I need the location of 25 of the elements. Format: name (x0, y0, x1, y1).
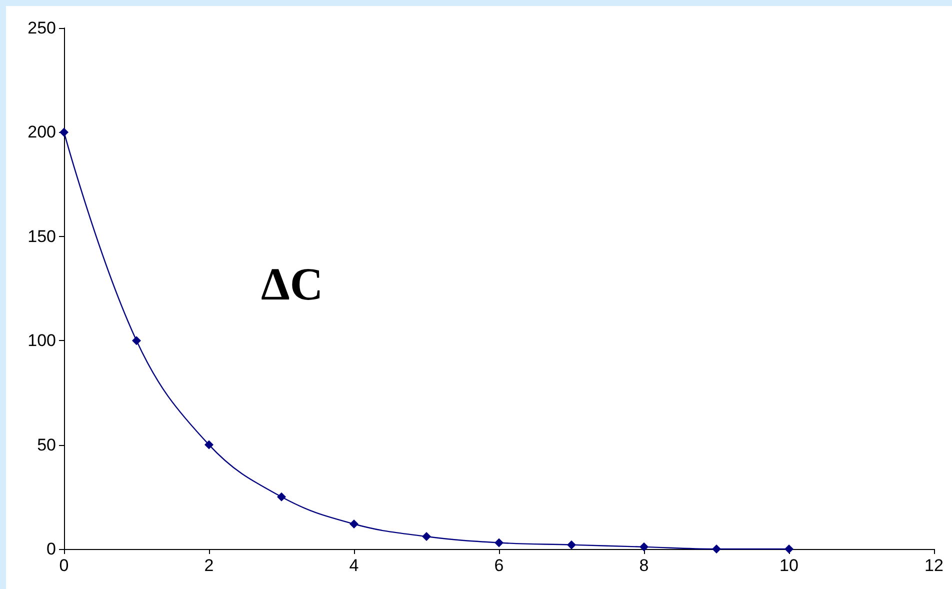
x-tick-label: 0 (59, 556, 69, 575)
y-tick-label: 150 (28, 226, 56, 246)
point (422, 532, 431, 541)
y-tick-label: 100 (28, 331, 56, 350)
y-tick-label: 200 (28, 122, 56, 142)
point (204, 440, 214, 450)
x-tick-label: 12 (924, 556, 944, 575)
x-tick-label: 6 (494, 556, 504, 575)
x-tick-label: 10 (780, 556, 798, 575)
point (350, 519, 358, 528)
point (494, 538, 504, 548)
point (712, 544, 721, 554)
point (784, 544, 794, 554)
annotation: ΔC (261, 258, 324, 310)
y-tick-label: 250 (28, 18, 56, 38)
point (640, 542, 648, 552)
point (132, 336, 141, 346)
point (277, 492, 286, 502)
x-tick-label: 4 (349, 556, 359, 575)
x-tick-label: 2 (204, 556, 214, 575)
y-tick-label: 0 (46, 540, 56, 558)
y-tick-label: 50 (37, 435, 56, 454)
point (60, 128, 68, 137)
x-tick-label: 8 (639, 556, 649, 575)
point (567, 540, 576, 550)
